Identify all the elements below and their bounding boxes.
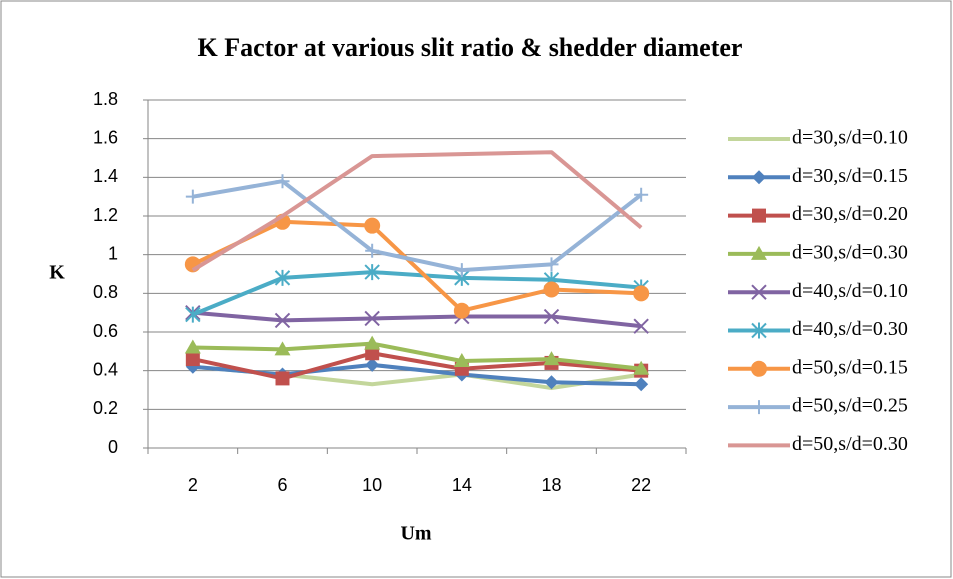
y-tick-label: 1 [108,243,118,263]
legend-label: d=40,s/d=0.10 [792,280,908,302]
legend-label: d=50,s/d=0.15 [792,356,908,378]
legend-label: d=30,s/d=0.20 [792,203,908,225]
legend-label: d=30,s/d=0.10 [792,127,908,149]
series-line [192,270,642,317]
legend-marker [752,170,766,185]
data-point [364,217,381,234]
series-line [191,150,643,272]
data-point [364,310,380,327]
x-tick-label: 10 [362,475,382,495]
data-point [633,360,650,375]
y-tick-label: 0 [108,437,118,457]
data-point [365,243,380,258]
x-tick-label: 6 [277,475,287,495]
data-point [633,285,650,302]
y-tick-label: 1.8 [93,89,118,109]
y-tick-label: 0.2 [93,398,118,418]
y-axis-label: K [49,262,65,284]
data-point [365,357,380,372]
data-point [544,257,559,272]
data-point [274,341,291,356]
legend-label: d=30,s/d=0.15 [792,165,908,187]
x-tick-label: 14 [452,475,472,495]
data-point [454,263,469,278]
legend-label: d=40,s/d=0.30 [792,318,908,340]
series-line [192,341,642,371]
legend-marker [751,284,767,300]
legend-marker [751,360,767,377]
x-axis-label: Um [400,523,431,545]
data-point [543,308,560,325]
data-point [634,377,649,392]
data-point [364,264,380,281]
legend-marker [751,322,767,339]
data-point [184,339,201,354]
series-line [192,310,642,329]
data-point [275,174,290,189]
data-point [453,353,470,367]
y-tick-label: 0.8 [93,282,118,302]
data-point [185,352,200,367]
data-point [185,306,201,323]
x-tick-label: 18 [541,475,561,495]
legend-marker [751,245,767,260]
data-point [185,189,200,204]
data-point [364,335,381,350]
series-line [192,179,643,273]
data-point [274,269,291,286]
data-point [275,371,290,386]
series-line [192,351,642,381]
y-tick-label: 1.2 [93,205,118,225]
legend-label: d=50,s/d=0.30 [792,433,908,455]
data-point [543,281,560,298]
data-point [634,187,649,202]
chart-title: K Factor at various slit ratio & shedder… [198,33,743,62]
data-point [453,302,470,319]
y-tick-label: 1.6 [93,127,118,147]
legend-label: d=50,s/d=0.25 [792,395,908,417]
x-tick-label: 22 [631,475,651,495]
y-tick-label: 0.6 [93,321,118,341]
data-point [633,318,649,334]
legend-label: d=30,s/d=0.30 [792,241,908,263]
data-point [543,351,560,366]
data-point [274,312,291,329]
legend-marker [752,208,766,223]
data-point [365,346,380,361]
x-tick-label: 2 [188,475,198,495]
data-point [544,375,559,390]
y-tick-label: 1.4 [93,166,118,186]
series-line [191,219,642,313]
legend-marker [752,400,766,415]
y-tick-label: 0.4 [93,359,118,379]
